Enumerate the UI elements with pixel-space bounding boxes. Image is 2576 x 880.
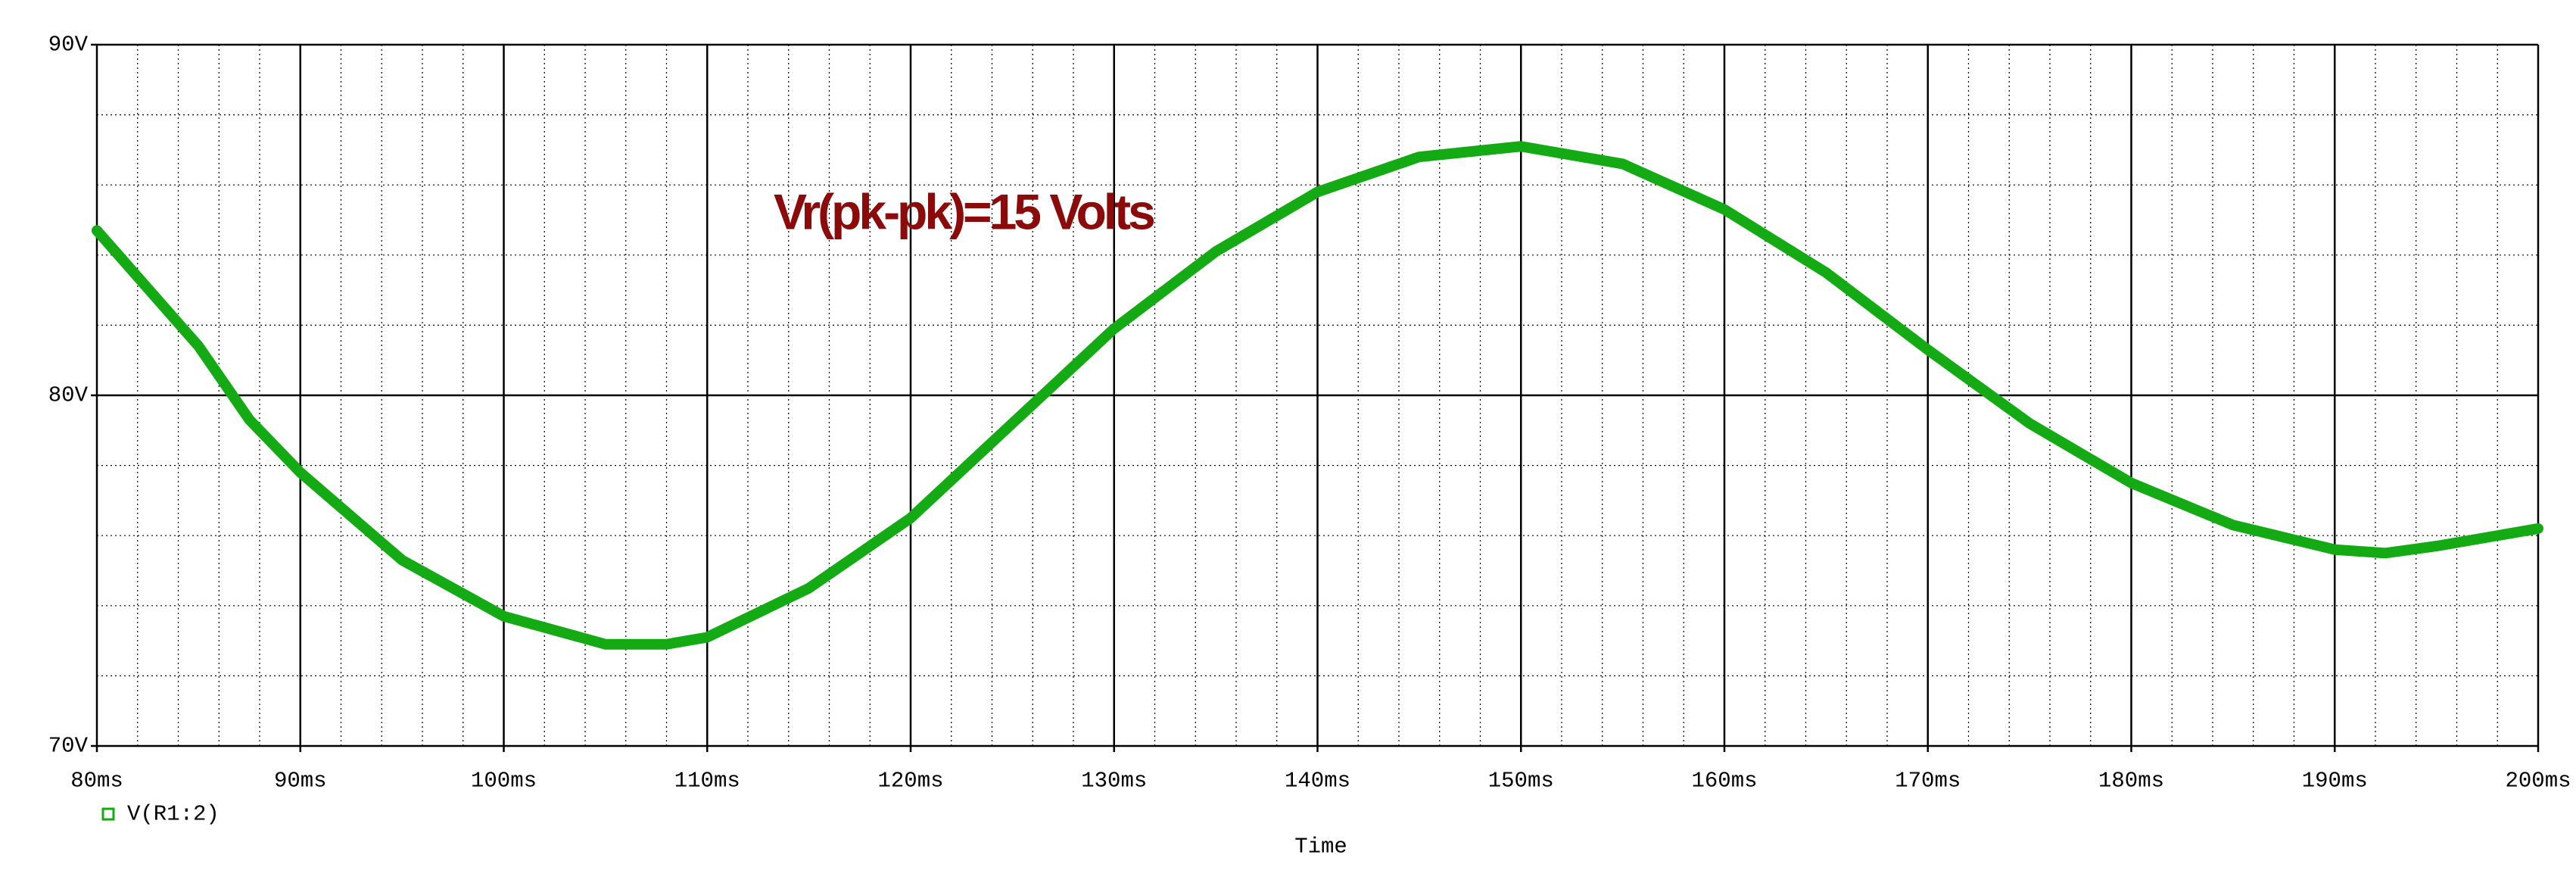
x-axis-label: Time <box>1294 835 1347 860</box>
y-tick-label: 80V <box>48 383 89 408</box>
x-tick-label: 170ms <box>1895 769 1961 794</box>
series-line <box>92 141 2543 650</box>
y-tick-label: 70V <box>48 734 89 759</box>
x-tick-label: 80ms <box>70 769 123 794</box>
legend-label: V(R1:2) <box>127 802 220 827</box>
legend-marker <box>101 807 115 821</box>
x-tick-label: 150ms <box>1488 769 1554 794</box>
x-tick-label: 200ms <box>2505 769 2571 794</box>
x-tick-label: 180ms <box>2098 769 2164 794</box>
x-tick-label: 130ms <box>1081 769 1147 794</box>
x-tick-label: 120ms <box>877 769 943 794</box>
x-tick-label: 160ms <box>1691 769 1757 794</box>
x-tick-label: 110ms <box>674 769 740 794</box>
x-tick-label: 90ms <box>274 769 327 794</box>
x-tick-label: 190ms <box>2302 769 2368 794</box>
y-tick-label: 90V <box>48 33 89 58</box>
grid <box>91 43 2540 752</box>
annotation: Vr(pk-pk)=15 Volts <box>774 183 1154 239</box>
x-tick-label: 100ms <box>471 769 537 794</box>
x-tick-label: 140ms <box>1285 769 1350 794</box>
